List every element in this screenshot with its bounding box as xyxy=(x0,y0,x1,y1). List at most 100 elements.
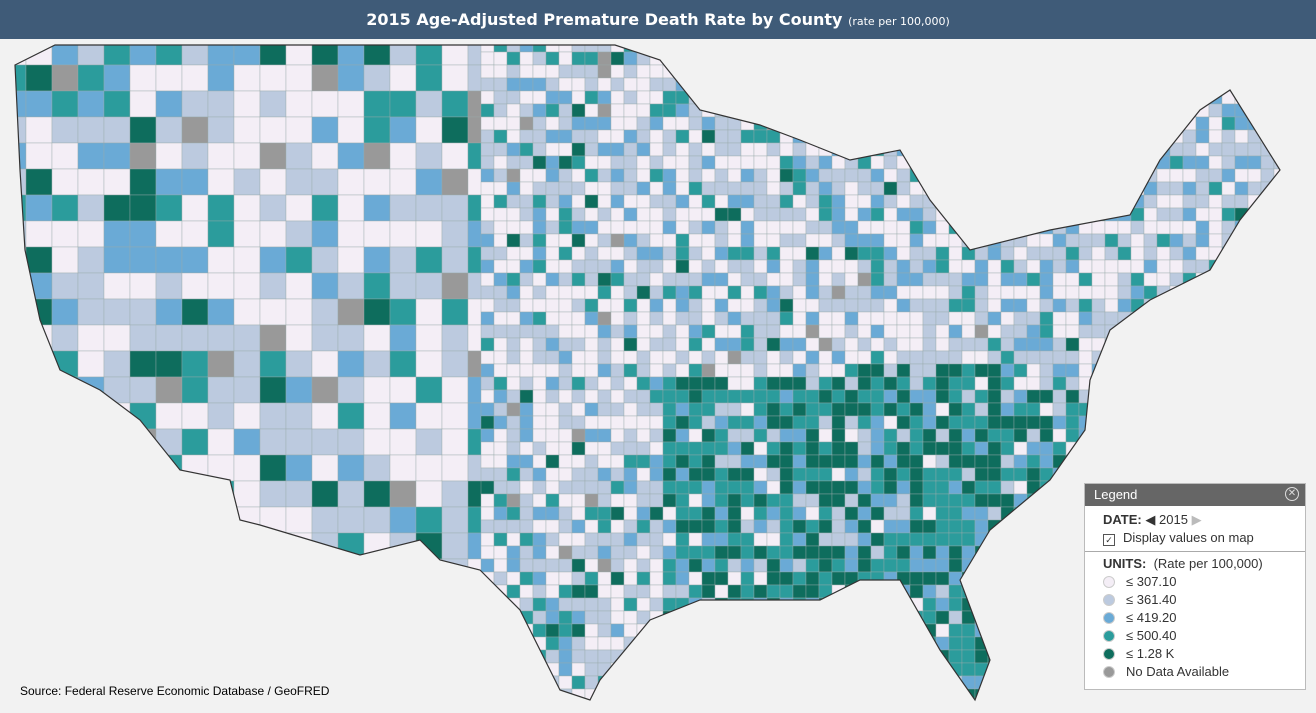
county-cell[interactable] xyxy=(1208,155,1223,170)
county-cell[interactable] xyxy=(793,702,806,713)
county-cell[interactable] xyxy=(25,246,53,274)
county-cell[interactable] xyxy=(662,155,677,170)
county-cell[interactable] xyxy=(753,311,768,326)
county-cell[interactable] xyxy=(857,376,872,391)
county-cell[interactable] xyxy=(571,584,586,599)
county-cell[interactable] xyxy=(1000,298,1015,313)
county-cell[interactable] xyxy=(584,90,599,105)
county-cell[interactable] xyxy=(1117,688,1132,702)
county-cell[interactable] xyxy=(571,389,586,404)
county-cell[interactable] xyxy=(181,610,209,638)
county-cell[interactable] xyxy=(623,220,638,235)
county-cell[interactable] xyxy=(662,506,677,521)
county-cell[interactable] xyxy=(1169,389,1184,404)
county-cell[interactable] xyxy=(857,441,872,456)
county-cell[interactable] xyxy=(922,675,937,690)
county-cell[interactable] xyxy=(740,688,755,702)
county-cell[interactable] xyxy=(545,389,560,404)
county-cell[interactable] xyxy=(129,142,157,170)
county-cell[interactable] xyxy=(1026,194,1041,209)
county-cell[interactable] xyxy=(1039,584,1054,599)
county-cell[interactable] xyxy=(1208,142,1223,157)
county-cell[interactable] xyxy=(1130,39,1145,53)
county-cell[interactable] xyxy=(1195,142,1210,157)
county-cell[interactable] xyxy=(181,298,209,326)
county-cell[interactable] xyxy=(766,376,781,391)
county-cell[interactable] xyxy=(207,428,235,456)
county-cell[interactable] xyxy=(597,194,612,209)
county-cell[interactable] xyxy=(493,285,508,300)
county-cell[interactable] xyxy=(493,454,508,469)
county-cell[interactable] xyxy=(909,584,924,599)
county-cell[interactable] xyxy=(792,506,807,521)
county-cell[interactable] xyxy=(714,272,729,287)
county-cell[interactable] xyxy=(389,324,417,352)
county-cell[interactable] xyxy=(129,298,157,326)
county-cell[interactable] xyxy=(1000,246,1015,261)
county-cell[interactable] xyxy=(233,610,261,638)
county-cell[interactable] xyxy=(909,493,924,508)
county-cell[interactable] xyxy=(792,415,807,430)
county-cell[interactable] xyxy=(571,571,586,586)
county-cell[interactable] xyxy=(1234,246,1249,261)
county-cell[interactable] xyxy=(493,233,508,248)
county-cell[interactable] xyxy=(1273,246,1287,261)
county-cell[interactable] xyxy=(1104,337,1119,352)
county-cell[interactable] xyxy=(129,116,157,144)
county-cell[interactable] xyxy=(896,285,911,300)
county-cell[interactable] xyxy=(623,77,638,92)
county-cell[interactable] xyxy=(610,363,625,378)
county-cell[interactable] xyxy=(155,376,183,404)
county-cell[interactable] xyxy=(415,428,443,456)
county-cell[interactable] xyxy=(1052,662,1067,677)
county-cell[interactable] xyxy=(1065,662,1080,677)
county-cell[interactable] xyxy=(896,194,911,209)
county-cell[interactable] xyxy=(1195,220,1210,235)
county-cell[interactable] xyxy=(1221,415,1236,430)
county-cell[interactable] xyxy=(610,597,625,612)
county-cell[interactable] xyxy=(571,311,586,326)
county-cell[interactable] xyxy=(688,428,703,443)
county-cell[interactable] xyxy=(701,688,716,702)
county-cell[interactable] xyxy=(740,39,755,53)
county-cell[interactable] xyxy=(233,39,261,66)
county-cell[interactable] xyxy=(311,454,339,482)
county-cell[interactable] xyxy=(1052,480,1067,495)
county-cell[interactable] xyxy=(883,298,898,313)
county-cell[interactable] xyxy=(779,506,794,521)
county-cell[interactable] xyxy=(597,168,612,183)
county-cell[interactable] xyxy=(311,324,339,352)
county-cell[interactable] xyxy=(922,168,937,183)
county-cell[interactable] xyxy=(766,428,781,443)
county-cell[interactable] xyxy=(948,454,963,469)
county-cell[interactable] xyxy=(844,350,859,365)
county-cell[interactable] xyxy=(948,350,963,365)
county-cell[interactable] xyxy=(779,454,794,469)
county-cell[interactable] xyxy=(896,558,911,573)
county-cell[interactable] xyxy=(740,246,755,261)
county-cell[interactable] xyxy=(545,129,560,144)
county-cell[interactable] xyxy=(0,246,27,274)
county-cell[interactable] xyxy=(1169,181,1184,196)
county-cell[interactable] xyxy=(597,64,612,79)
county-cell[interactable] xyxy=(155,116,183,144)
county-cell[interactable] xyxy=(727,584,742,599)
county-cell[interactable] xyxy=(337,636,365,664)
county-cell[interactable] xyxy=(883,324,898,339)
county-cell[interactable] xyxy=(532,493,547,508)
county-cell[interactable] xyxy=(870,532,885,547)
county-cell[interactable] xyxy=(337,194,365,222)
county-cell[interactable] xyxy=(1169,688,1184,702)
county-cell[interactable] xyxy=(701,376,716,391)
county-cell[interactable] xyxy=(1078,363,1093,378)
county-cell[interactable] xyxy=(610,116,625,131)
county-cell[interactable] xyxy=(974,129,989,144)
county-cell[interactable] xyxy=(1287,39,1300,52)
county-cell[interactable] xyxy=(1221,467,1236,482)
county-cell[interactable] xyxy=(688,285,703,300)
county-cell[interactable] xyxy=(962,702,975,713)
county-cell[interactable] xyxy=(1273,454,1287,469)
county-cell[interactable] xyxy=(597,129,612,144)
county-cell[interactable] xyxy=(727,675,742,690)
county-cell[interactable] xyxy=(1247,272,1262,287)
